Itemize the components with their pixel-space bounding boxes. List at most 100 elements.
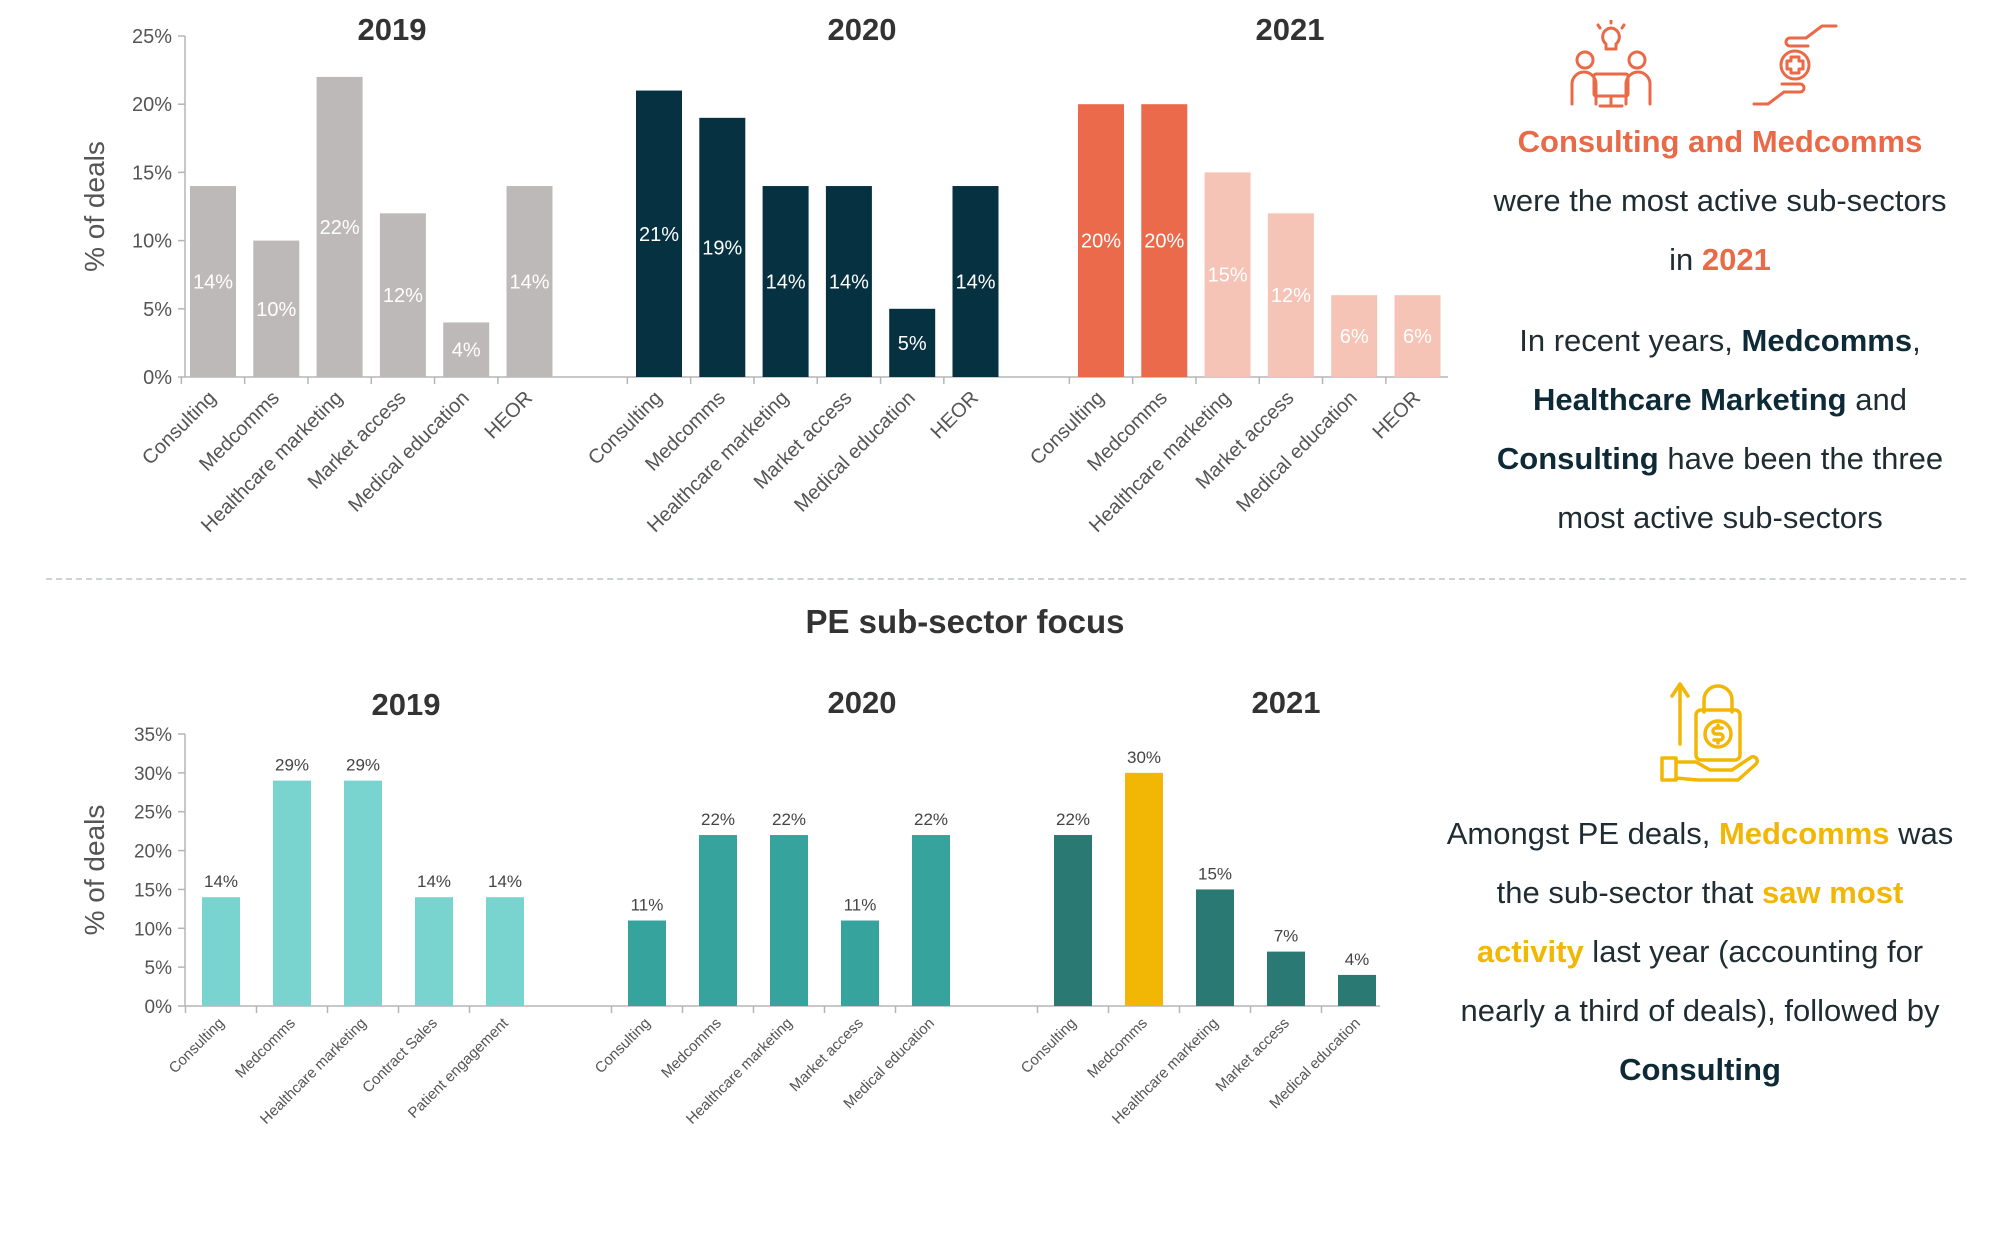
bar-2021-heor	[1394, 295, 1441, 377]
data-label-2020-market-access: 11%	[844, 896, 877, 915]
data-label-2020-heor: 14%	[955, 272, 995, 294]
recent-medcomms: Medcomms	[1741, 323, 1913, 358]
data-label-2021-healthcare-marketing: 15%	[1208, 265, 1248, 287]
bottom-y-tick-label: 35%	[134, 725, 172, 746]
bar-2020-medcomms	[699, 835, 737, 1006]
top-y-tick-label: 20%	[132, 94, 172, 116]
recent-consulting: Consulting	[1496, 441, 1659, 476]
bar-2021-healthcare-marketing	[1204, 172, 1251, 377]
category-label-2019-medical-education: Medical education	[344, 387, 474, 517]
top-y-axis-label: % of deals	[79, 141, 110, 272]
data-label-2020-market-access: 14%	[829, 272, 869, 294]
data-label-2021-medcomms: 30%	[1127, 748, 1161, 767]
bar-2021-consulting	[1078, 104, 1124, 377]
bottom-y-tick-label: 20%	[134, 842, 172, 863]
bottom-chart-title-2020: 2020	[828, 685, 897, 720]
top-y-tick-label: 10%	[132, 231, 172, 253]
bar-2020-market-access	[825, 186, 872, 377]
recent-healthcare-marketing: Healthcare Marketing	[1533, 382, 1847, 417]
top-y-tick-label: 5%	[143, 299, 172, 321]
data-label-2021-market-access: 7%	[1274, 927, 1299, 946]
money-bag-growth-icon	[1660, 682, 1759, 782]
category-label-2019-heor: HEOR	[481, 387, 537, 443]
top-chart-title-2019: 2019	[358, 12, 427, 47]
data-label-2019-medcomms: 29%	[275, 756, 309, 775]
bar-2020-healthcare-marketing	[770, 835, 808, 1006]
category-label-2021-medical-education: Medical education	[1232, 387, 1362, 517]
data-label-2019-consulting: 14%	[204, 872, 238, 891]
insight-year: 2021	[1701, 242, 1771, 277]
data-label-2019-medcomms: 10%	[256, 299, 296, 321]
pe-was: was	[1889, 816, 1954, 851]
data-label-2021-healthcare-marketing: 15%	[1198, 864, 1232, 883]
bar-2020-medcomms	[699, 117, 746, 377]
bottom-y-tick-label: 10%	[134, 919, 172, 940]
bottom-y-tick-label: 30%	[134, 764, 172, 785]
data-label-2021-consulting: 20%	[1081, 231, 1121, 253]
bottom-chart-title-2021: 2021	[1252, 685, 1321, 720]
bar-2019-healthcare-marketing	[344, 780, 382, 1006]
data-label-2021-medcomms: 20%	[1144, 231, 1184, 253]
pe-pre: Amongst PE deals,	[1446, 816, 1719, 851]
recent-pre: In recent years,	[1519, 323, 1742, 358]
insight-line-2: were the most active sub-sectors	[1493, 183, 1947, 218]
bar-2021-market-access	[1267, 213, 1314, 377]
data-label-2019-healthcare-marketing: 22%	[320, 217, 360, 239]
bar-2021-market-access	[1267, 951, 1305, 1006]
bar-2019-medical-education	[443, 322, 490, 377]
top-chart-title-2021: 2021	[1256, 12, 1325, 47]
data-label-2019-heor: 14%	[509, 272, 549, 294]
data-label-2019-contract-sales: 14%	[417, 872, 451, 891]
data-label-2019-consulting: 14%	[193, 272, 233, 294]
bar-2021-consulting	[1054, 835, 1092, 1006]
bar-2021-medcomms	[1125, 772, 1163, 1006]
pe-consulting: Consulting	[1619, 1052, 1781, 1087]
data-label-2021-heor: 6%	[1403, 326, 1432, 348]
category-label-2019-consulting: Consulting	[166, 1015, 228, 1077]
category-label-2020-consulting: Consulting	[592, 1015, 654, 1077]
bottom-y-tick-label: 0%	[145, 997, 173, 1018]
pe-insight-text: Amongst PE deals, Medcomms was the sub-s…	[1400, 804, 2000, 1099]
data-label-2021-consulting: 22%	[1056, 810, 1090, 829]
category-label-2019-contract-sales: Contract Sales	[359, 1015, 441, 1097]
pe-activity: activity	[1476, 934, 1584, 969]
bar-2020-medical-education	[912, 835, 950, 1006]
bar-2020-medical-education	[889, 308, 936, 377]
meeting-lightbulb-icon	[1570, 20, 1652, 108]
bar-2019-contract-sales	[415, 897, 453, 1006]
hand-medical-cross-icon	[1752, 24, 1838, 106]
top-insight-text: Consulting and Medcomms were the most ac…	[1440, 112, 2000, 289]
category-label-2020-heor: HEOR	[927, 387, 983, 443]
recent-sep: ,	[1912, 323, 1921, 358]
data-label-2021-medical-education: 6%	[1340, 326, 1369, 348]
data-label-2019-patient-engagement: 14%	[488, 872, 522, 891]
category-label-2021-consulting: Consulting	[1018, 1015, 1080, 1077]
bar-2019-medcomms	[253, 240, 300, 377]
bar-2019-consulting	[202, 897, 240, 1006]
bar-2020-market-access	[841, 920, 879, 1006]
bar-2021-medical-education	[1331, 295, 1378, 377]
data-label-2020-consulting: 21%	[639, 224, 679, 246]
bar-2019-medcomms	[273, 780, 311, 1006]
category-label-2021-heor: HEOR	[1369, 387, 1425, 443]
data-label-2020-medical-education: 22%	[914, 810, 948, 829]
top-recent-years-text: In recent years, Medcomms, Healthcare Ma…	[1420, 311, 2000, 547]
data-label-2019-healthcare-marketing: 29%	[346, 756, 380, 775]
top-y-tick-label: 15%	[132, 162, 172, 184]
recent-and: and	[1846, 382, 1907, 417]
bar-2019-market-access	[379, 213, 426, 377]
top-y-tick-label: 0%	[143, 367, 172, 389]
top-y-tick-label: 25%	[132, 26, 172, 48]
category-label-2021-medcomms: Medcomms	[1084, 1015, 1151, 1082]
data-label-2021-medical-education: 4%	[1345, 950, 1370, 969]
bar-2019-healthcare-marketing	[316, 76, 363, 378]
bar-2020-heor	[952, 186, 999, 377]
bottom-y-axis-label: % of deals	[79, 805, 110, 936]
bar-2020-consulting	[636, 90, 682, 377]
data-label-2019-market-access: 12%	[383, 285, 423, 307]
data-label-2020-medcomms: 22%	[701, 810, 735, 829]
data-label-2020-healthcare-marketing: 14%	[766, 272, 806, 294]
bottom-y-tick-label: 15%	[134, 880, 172, 901]
bottom-chart-title-2019: 2019	[372, 687, 441, 722]
